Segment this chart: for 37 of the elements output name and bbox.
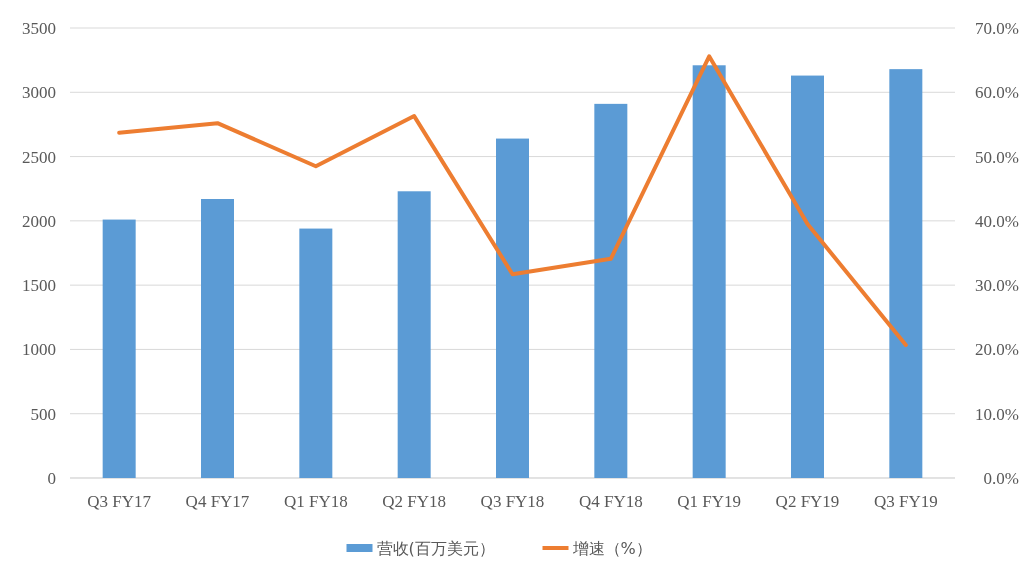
bar [299,228,333,478]
y2-tick-label: 50.0% [975,147,1019,167]
y2-tick-label: 20.0% [975,340,1019,360]
y-tick-label: 1000 [22,340,56,360]
bar [692,65,726,478]
x-tick-label: Q3 FY19 [873,492,938,511]
bar [791,75,824,478]
bar [102,219,136,478]
y-tick-label: 2500 [22,147,56,167]
y2-tick-label: 0.0% [983,469,1019,488]
x-tick-label: Q2 FY19 [775,492,840,511]
y2-tick-label: 10.0% [975,404,1019,424]
x-tick-label: Q1 FY19 [677,492,742,511]
legend-label: 增速（%） [571,539,652,558]
y2-tick-label: 40.0% [975,211,1019,231]
x-tick-label: Q4 FY17 [185,492,250,511]
bar [594,103,628,478]
y2-tick-label: 60.0% [975,83,1019,103]
y2-tick-label: 70.0% [975,19,1019,38]
legend-label: 营收(百万美元） [376,539,495,558]
y2-tick-label: 30.0% [975,276,1019,296]
y-tick-label: 3000 [22,83,56,103]
line-series [117,54,908,347]
x-tick-label: Q3 FY17 [87,492,152,511]
x-tick-label: Q4 FY18 [578,492,643,511]
x-tick-label: Q1 FY18 [283,492,348,511]
y-tick-label: 500 [30,404,56,424]
x-tick-label: Q3 FY18 [480,492,545,511]
bar [201,199,234,478]
y-tick-label: 0 [47,469,56,488]
x-tick-label: Q2 FY18 [382,492,447,511]
y-tick-label: 3500 [22,19,56,38]
bar [889,69,923,478]
bar [397,191,431,478]
y-tick-label: 1500 [22,276,56,296]
y-tick-label: 2000 [22,211,56,231]
bar [496,138,529,478]
